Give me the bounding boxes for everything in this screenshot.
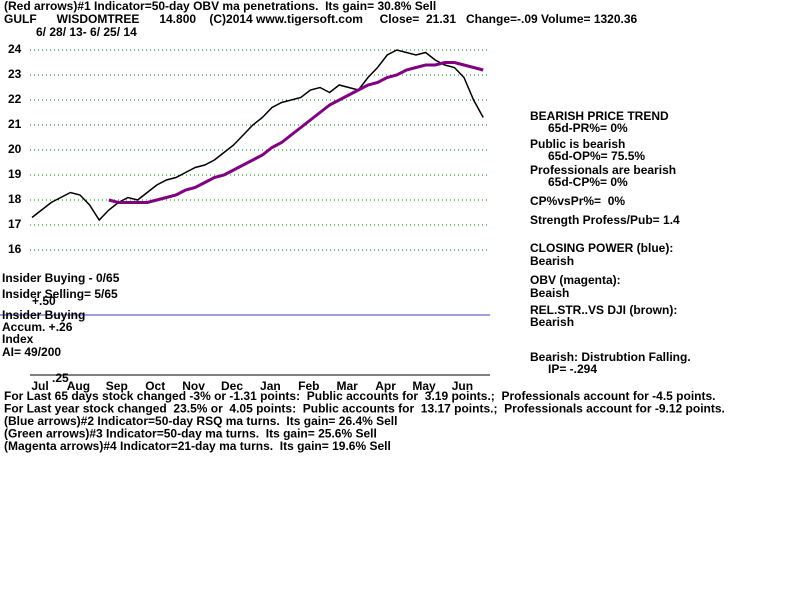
footer-line: (Magenta arrows)#4 Indicator=21-day ma t…: [4, 439, 391, 453]
annotation: .25: [52, 371, 69, 385]
x-tick-label: Nov: [182, 379, 205, 393]
annotation: REL.STR..VS DJI (brown):: [530, 303, 677, 317]
annotation: CP%vsPr%= 0%: [530, 194, 625, 208]
annotation: +.50: [32, 294, 56, 308]
y-tick-label: 23: [8, 67, 22, 81]
chart-title: (Red arrows)#1 Indicator=50-day OBV ma p…: [4, 0, 436, 13]
y-tick-label: 20: [8, 142, 22, 156]
annotation: Index: [2, 332, 34, 346]
annotation: Insider Selling= 5/65: [2, 287, 118, 301]
x-tick-label: Aug: [67, 379, 90, 393]
x-tick-label: Oct: [145, 379, 165, 393]
footer-line: For Last 65 days stock changed -3% or -1…: [4, 389, 716, 403]
annotation: Insider Buying: [2, 308, 85, 322]
annotation: IP= -.294: [548, 362, 597, 376]
y-tick-label: 19: [8, 167, 22, 181]
annotation: Bearish: Distrubtion Falling.: [530, 350, 691, 364]
chart-header: GULF WISDOMTREE 14.800 (C)2014 www.tiger…: [4, 12, 638, 26]
footer-line: (Green arrows)#3 Indicator=50-day ma tur…: [4, 427, 377, 441]
x-tick-label: Apr: [375, 379, 396, 393]
x-tick-label: Dec: [221, 379, 243, 393]
y-tick-label: 17: [8, 217, 22, 231]
x-tick-label: Sep: [106, 379, 128, 393]
annotation: Bearish: [530, 254, 574, 268]
annotation: Insider Buying - 0/65: [2, 271, 120, 285]
x-tick-label: Feb: [298, 379, 319, 393]
annotation: Professionals are bearish: [530, 163, 676, 177]
annotation: Strength Profess/Pub= 1.4: [530, 213, 680, 227]
annotation: AI= 49/200: [2, 345, 61, 359]
x-tick-label: Jul: [31, 379, 48, 393]
footer-line: For Last year stock changed 23.5% or 4.0…: [4, 402, 725, 416]
annotation: CLOSING POWER (blue):: [530, 241, 673, 255]
annotation: BEARISH PRICE TREND: [530, 109, 669, 123]
price-line: [108, 61, 484, 204]
annotation: 65d-OP%= 75.5%: [548, 149, 645, 163]
annotation: Beaish: [530, 286, 569, 300]
y-tick-label: 16: [8, 242, 22, 256]
y-tick-label: 24: [8, 42, 22, 56]
annotation: 65d-CP%= 0%: [548, 175, 628, 189]
annotation: 65d-PR%= 0%: [548, 121, 628, 135]
annotation: Bearish: [530, 315, 574, 329]
y-tick-label: 21: [8, 117, 22, 131]
x-tick-label: Mar: [337, 379, 359, 393]
footer-line: (Blue arrows)#2 Indicator=50-day RSQ ma …: [4, 414, 397, 428]
chart-subtitle: 6/ 28/ 13- 6/ 25/ 14: [36, 25, 137, 39]
x-tick-label: Jun: [452, 379, 473, 393]
y-tick-label: 18: [8, 192, 22, 206]
annotation: Accum. +.26: [2, 320, 73, 334]
y-tick-label: 22: [8, 92, 22, 106]
x-tick-label: Jan: [260, 379, 281, 393]
annotation: OBV (magenta):: [530, 273, 621, 287]
annotation: Public is bearish: [530, 137, 625, 151]
x-tick-label: May: [412, 379, 436, 393]
price-line: [31, 49, 484, 222]
